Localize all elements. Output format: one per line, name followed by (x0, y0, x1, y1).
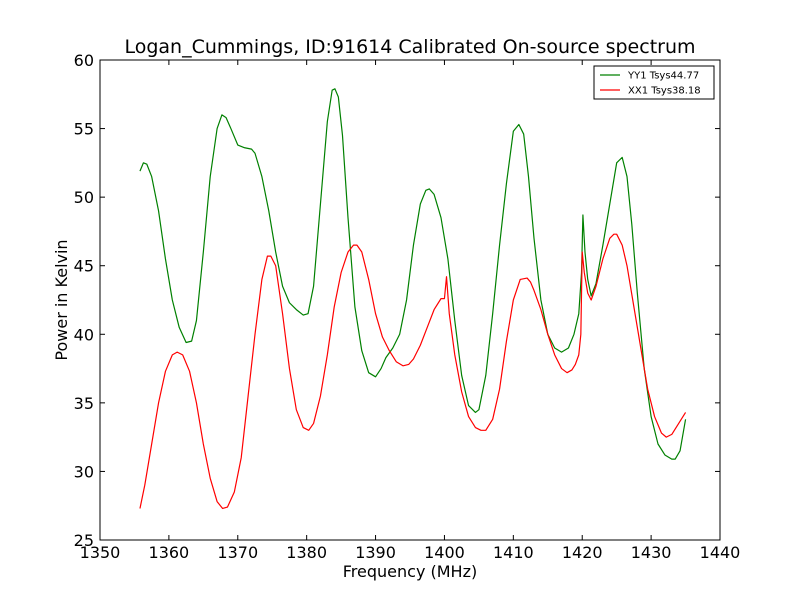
x-tick-label: 1420 (562, 543, 603, 562)
legend-label-xx1: XX1 Tsys38.18 (628, 86, 701, 97)
x-axis: 1350 1360 1370 1380 1390 1400 1410 1420 1430 1440 (80, 60, 741, 562)
y-tick-label: 45 (74, 257, 94, 276)
y-tick-label: 25 (74, 531, 94, 550)
y-tick-label: 60 (74, 51, 94, 70)
x-tick-label: 1400 (424, 543, 465, 562)
chart-title: Logan_Cummings, ID:91614 Calibrated On-s… (124, 36, 695, 58)
plot-frame (99, 59, 721, 541)
x-tick-label: 1380 (286, 543, 327, 562)
series-line-yy1 (139, 88, 687, 460)
x-tick-label: 1440 (700, 543, 741, 562)
legend: YY1 Tsys44.77 XX1 Tsys38.18 (593, 65, 715, 100)
y-axis-label: Power in Kelvin (52, 239, 71, 360)
series-layer (139, 88, 687, 510)
x-tick-label: 1410 (493, 543, 534, 562)
x-tick-label: 1370 (217, 543, 258, 562)
legend-label-yy1: YY1 Tsys44.77 (627, 71, 699, 82)
x-tick-label: 1390 (355, 543, 396, 562)
legend-box (593, 65, 715, 100)
y-tick-label: 30 (74, 462, 94, 481)
x-tick-label: 1350 (80, 543, 121, 562)
y-tick-label: 40 (74, 325, 94, 344)
y-axis: 25 30 35 40 45 50 55 60 (74, 51, 720, 550)
y-tick-label: 50 (74, 188, 94, 207)
x-tick-label: 1430 (631, 543, 672, 562)
x-tick-label: 1360 (149, 543, 190, 562)
y-tick-label: 35 (74, 394, 94, 413)
x-axis-label: Frequency (MHz) (343, 562, 477, 581)
series-line-xx1 (139, 233, 687, 510)
y-tick-label: 55 (74, 120, 94, 139)
